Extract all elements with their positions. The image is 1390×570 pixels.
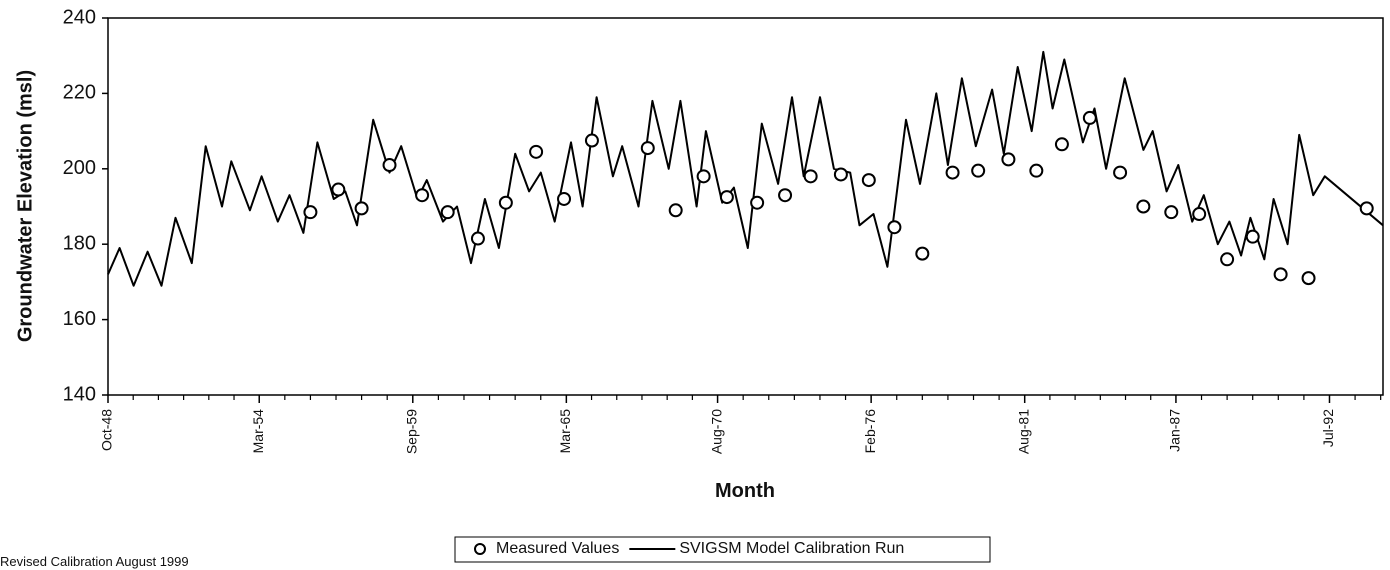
measured-point — [719, 190, 734, 205]
x-tick-label: Jan-87 — [1167, 409, 1183, 452]
y-tick-label: 160 — [63, 308, 96, 330]
legend-label: Measured Values — [496, 540, 619, 557]
y-tick-label: 220 — [63, 82, 96, 104]
y-tick-label: 200 — [63, 157, 96, 179]
measured-point — [971, 163, 986, 178]
measured-point — [584, 133, 599, 148]
measured-point — [861, 173, 876, 188]
x-tick-label: Oct-48 — [99, 409, 115, 451]
footnote: Revised Calibration August 1999 — [0, 554, 189, 569]
measured-point — [1220, 252, 1235, 267]
model-line — [107, 50, 1384, 287]
measured-point — [915, 246, 930, 261]
measured-point — [354, 201, 369, 216]
measured-point — [833, 167, 848, 182]
measured-point — [303, 205, 318, 220]
x-tick-label: Jul-92 — [1320, 409, 1336, 447]
measured-point — [887, 220, 902, 235]
legend-label: SVIGSM Model Calibration Run — [679, 540, 904, 557]
x-axis-title: Month — [715, 480, 775, 502]
x-tick-label: Mar-54 — [250, 409, 266, 454]
measured-point — [640, 141, 655, 156]
y-tick-label: 140 — [63, 383, 96, 405]
x-tick-label: Mar-65 — [557, 409, 573, 454]
measured-point — [696, 169, 711, 184]
measured-point — [440, 205, 455, 220]
y-axis-title: Groundwater Elevation (msl) — [14, 70, 36, 342]
measured-point — [1136, 199, 1151, 214]
measured-point — [778, 188, 793, 203]
x-tick-label: Aug-81 — [1015, 409, 1031, 454]
legend-box — [454, 536, 991, 563]
measured-point — [1082, 110, 1097, 125]
x-tick-label: Sep-59 — [403, 409, 419, 454]
measured-point — [1301, 271, 1316, 286]
measured-point — [1001, 152, 1016, 167]
measured-point — [415, 188, 430, 203]
measured-point — [470, 231, 485, 246]
measured-point — [498, 195, 513, 210]
measured-point — [1359, 201, 1374, 216]
measured-point — [803, 169, 818, 184]
measured-point — [945, 165, 960, 180]
measured-point — [668, 203, 683, 218]
plot-frame — [107, 17, 1384, 396]
measured-point — [529, 144, 544, 159]
measured-point — [1273, 267, 1288, 282]
y-tick-label: 180 — [63, 232, 96, 254]
measured-point — [750, 195, 765, 210]
measured-point — [1113, 165, 1128, 180]
x-tick-label: Aug-70 — [708, 409, 724, 454]
x-tick-label: Feb-76 — [862, 409, 878, 454]
measured-point — [382, 158, 397, 173]
measured-point — [331, 182, 346, 197]
measured-point — [557, 191, 572, 206]
measured-point — [1192, 207, 1207, 222]
measured-point — [1164, 205, 1179, 220]
measured-point — [1029, 163, 1044, 178]
y-tick-label: 240 — [63, 6, 96, 28]
measured-point — [1054, 137, 1069, 152]
measured-point — [1245, 229, 1260, 244]
legend-marker — [474, 543, 486, 555]
